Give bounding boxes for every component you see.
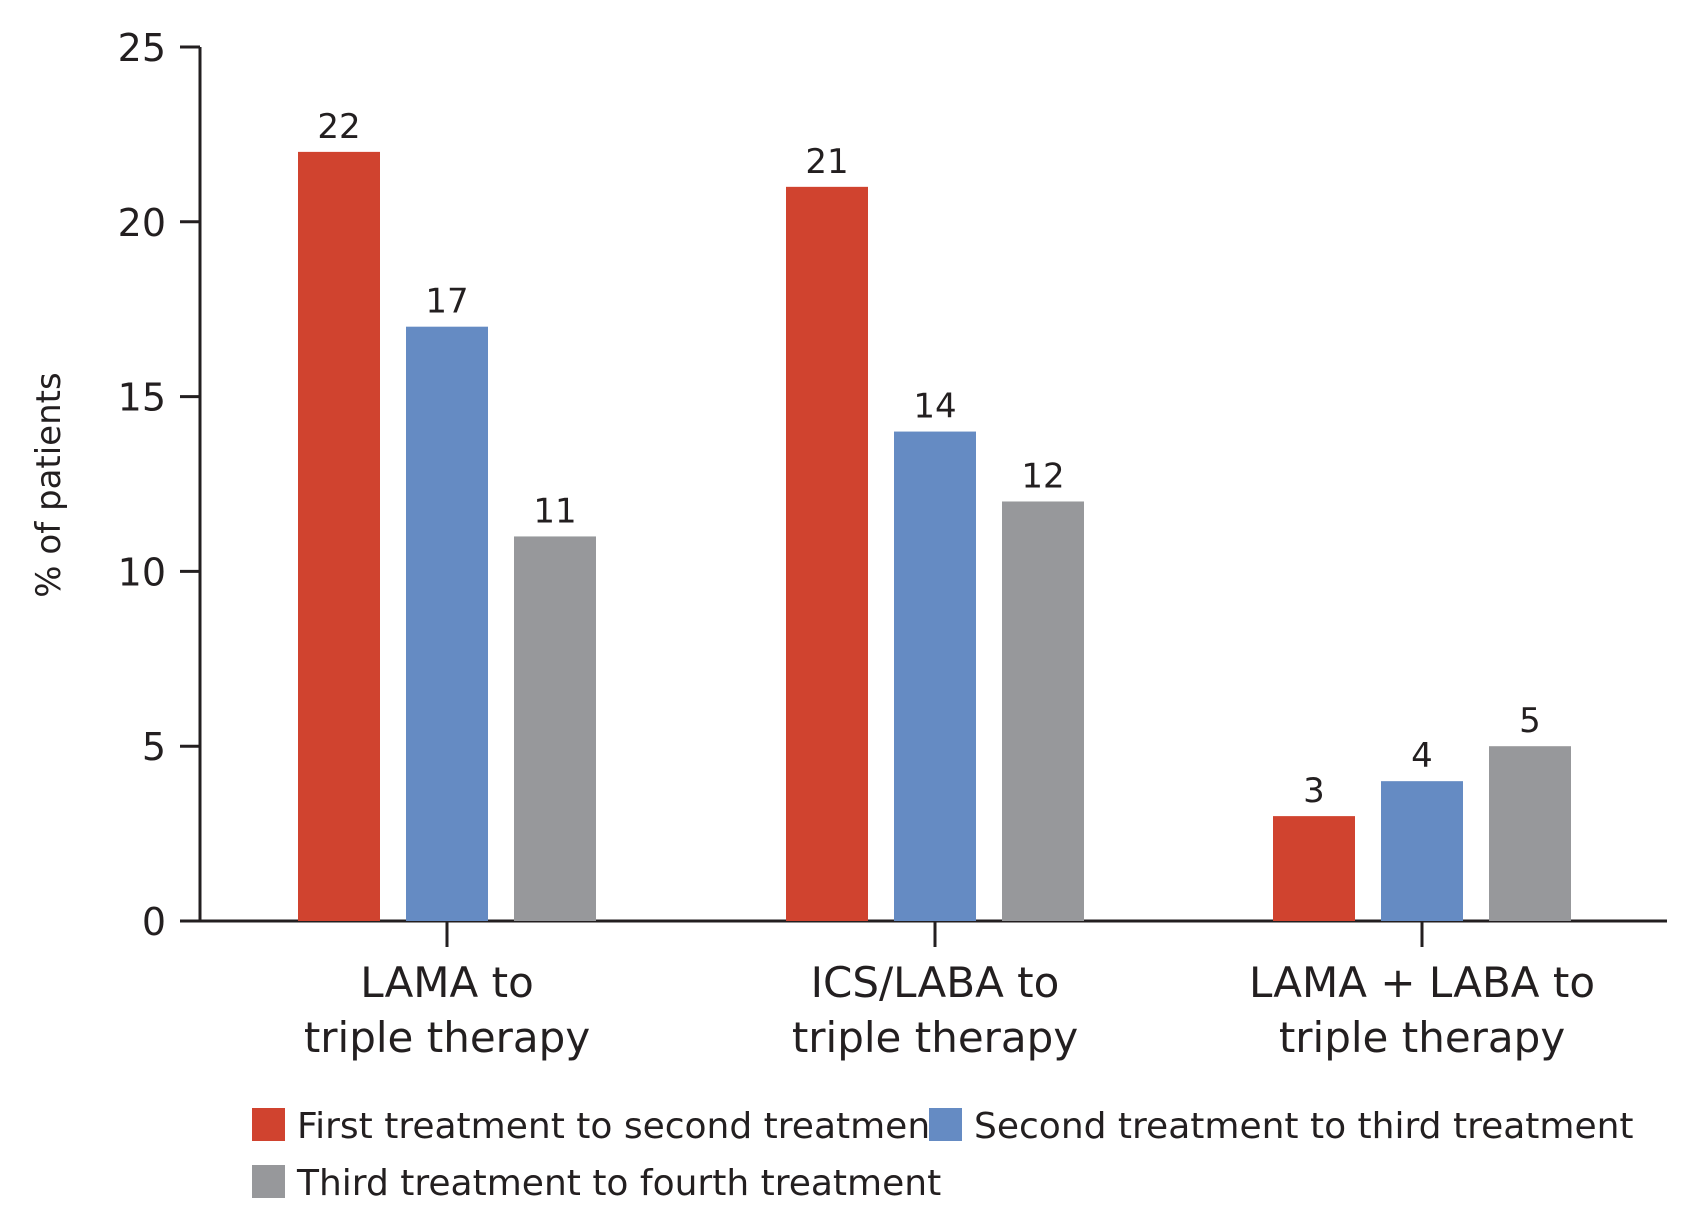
legend-swatch <box>252 1165 285 1198</box>
y-axis-label: % of patients <box>29 372 69 597</box>
data-label: 17 <box>425 282 468 322</box>
legend-swatch <box>252 1108 285 1141</box>
legend-item: Second treatment to third treatment <box>929 1106 1634 1147</box>
legend-label: Second treatment to third treatment <box>974 1106 1634 1147</box>
x-tick-label: LAMA to <box>360 958 534 1007</box>
bar <box>406 326 488 921</box>
legend-item: First treatment to second treatment <box>252 1106 944 1147</box>
data-label: 4 <box>1411 736 1433 776</box>
x-tick-label: ICS/LABA to <box>811 958 1060 1007</box>
data-label: 21 <box>805 142 848 182</box>
bar <box>1489 746 1571 921</box>
data-label: 3 <box>1303 771 1325 811</box>
data-label: 12 <box>1021 456 1064 496</box>
legend-label: Third treatment to fourth treatment <box>296 1163 941 1204</box>
y-tick-label: 0 <box>142 900 166 944</box>
x-tick-label: triple therapy <box>304 1013 590 1062</box>
bar <box>786 186 868 922</box>
x-axis: LAMA to triple therapy ICS/LABA to triple t… <box>200 919 1667 1062</box>
legend: First treatment to second treatment Secon… <box>252 1106 1634 1204</box>
bar <box>298 151 380 921</box>
x-tick-label: triple therapy <box>792 1013 1078 1062</box>
x-tick-label: LAMA + LABA to <box>1249 958 1595 1007</box>
legend-swatch <box>929 1108 962 1141</box>
bar <box>1002 501 1084 921</box>
y-tick-label: 10 <box>118 550 166 594</box>
y-tick-label: 5 <box>142 725 166 769</box>
bar <box>514 536 596 921</box>
y-tick-label: 25 <box>118 26 166 70</box>
bars: 22 17 11 21 14 12 3 4 5 <box>298 107 1571 922</box>
data-label: 14 <box>913 387 956 427</box>
bar <box>1273 816 1355 921</box>
legend-label: First treatment to second treatment <box>297 1106 944 1147</box>
y-axis: 0 5 10 15 20 25 <box>118 26 202 944</box>
legend-item: Third treatment to fourth treatment <box>252 1163 941 1204</box>
data-label: 22 <box>317 107 360 147</box>
y-tick-label: 20 <box>118 201 166 245</box>
data-label: 11 <box>533 491 576 531</box>
x-tick-label: triple therapy <box>1279 1013 1565 1062</box>
data-label: 5 <box>1519 701 1541 741</box>
y-tick-label: 15 <box>118 376 166 420</box>
bar <box>894 431 976 921</box>
bar <box>1381 781 1463 921</box>
